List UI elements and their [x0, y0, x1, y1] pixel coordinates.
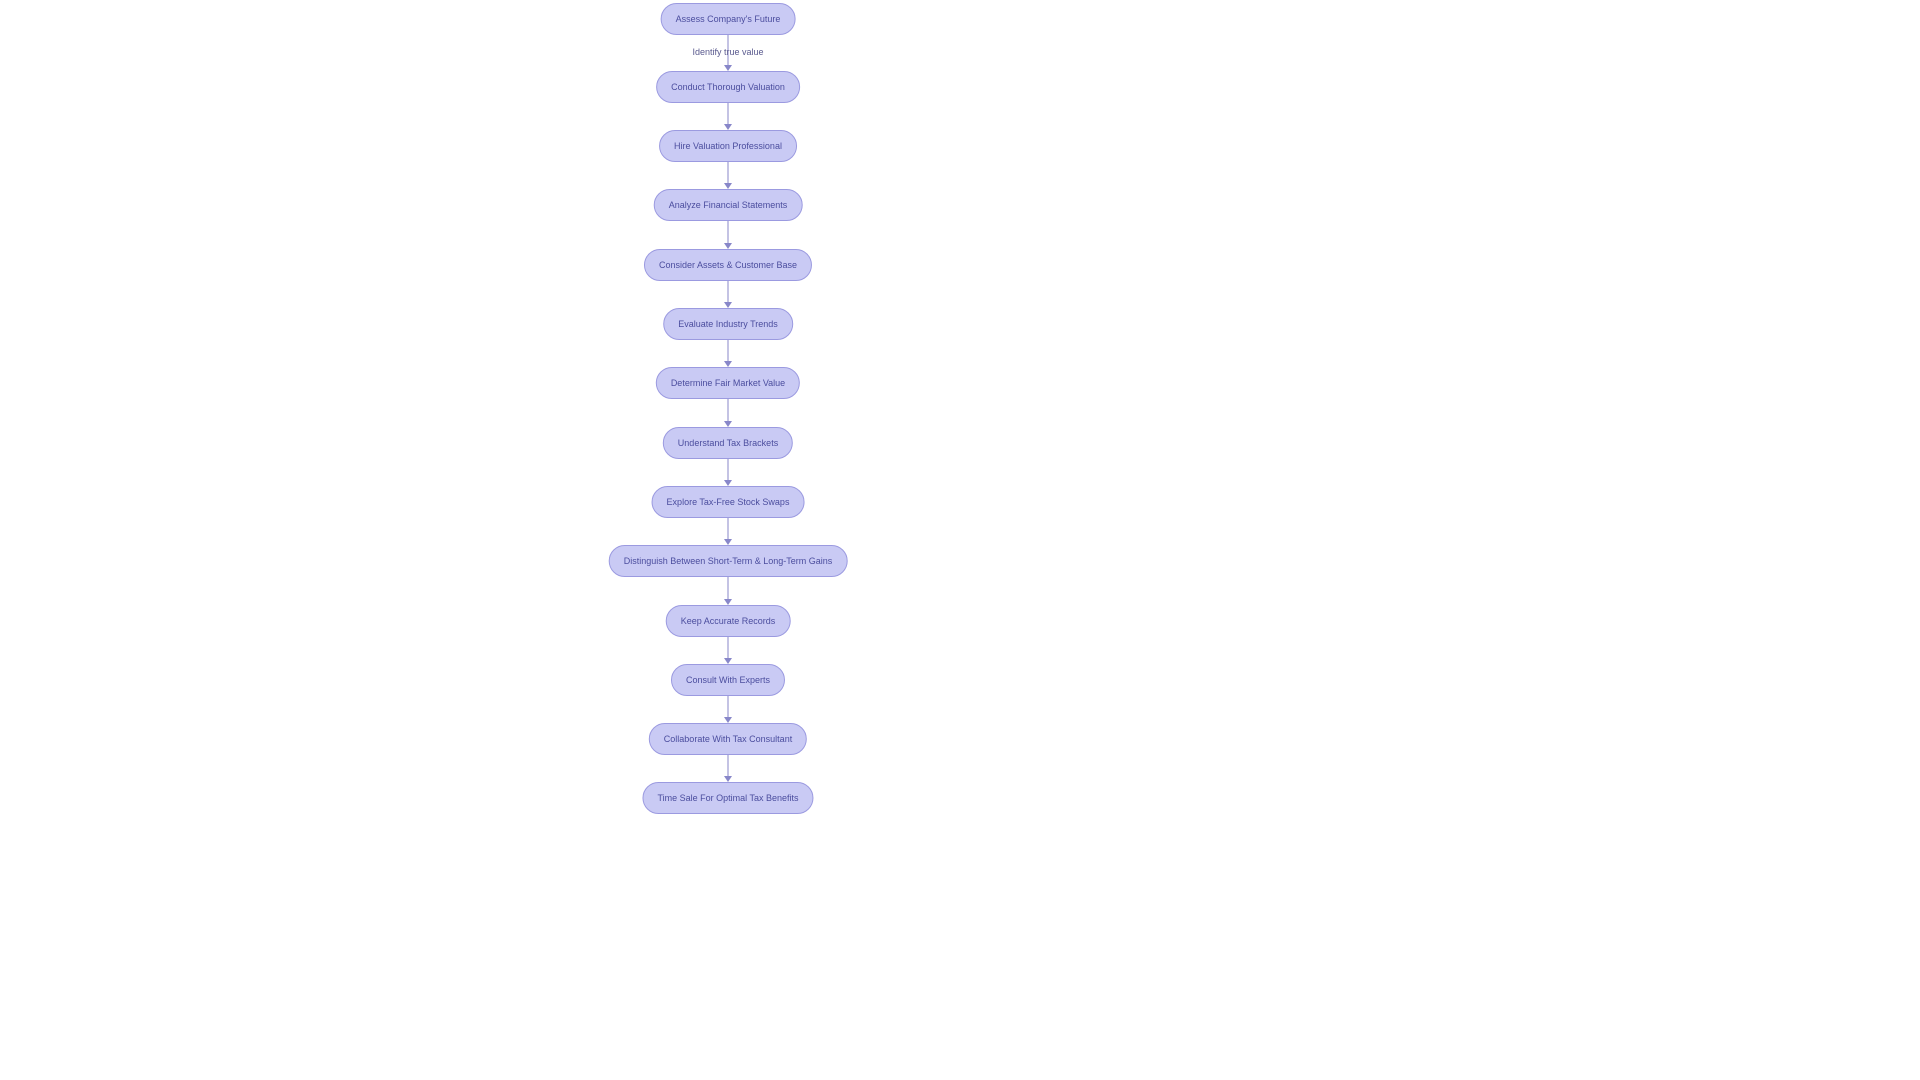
arrow-line: [728, 221, 729, 243]
arrow-line: [728, 459, 729, 480]
flow-node-n3[interactable]: Hire Valuation Professional: [659, 130, 797, 162]
flow-node-n8[interactable]: Understand Tax Brackets: [663, 427, 793, 459]
arrow-line: [728, 637, 729, 658]
arrow-line: [728, 399, 729, 421]
flow-node-n6[interactable]: Evaluate Industry Trends: [663, 308, 793, 340]
arrow-line: [728, 103, 729, 124]
flow-node-n14[interactable]: Time Sale For Optimal Tax Benefits: [642, 782, 813, 814]
flow-node-n7[interactable]: Determine Fair Market Value: [656, 367, 800, 399]
arrow-line: [728, 281, 729, 302]
flow-node-n2[interactable]: Conduct Thorough Valuation: [656, 71, 800, 103]
arrow-line: [728, 340, 729, 361]
arrow-line: [728, 518, 729, 539]
flow-node-n4[interactable]: Analyze Financial Statements: [654, 189, 803, 221]
flowchart-canvas: Identify true value Assess Company's Futu…: [0, 0, 1920, 1080]
flow-node-n11[interactable]: Keep Accurate Records: [666, 605, 791, 637]
arrow-line: [728, 696, 729, 717]
edge-label: Identify true value: [692, 47, 763, 57]
flow-node-n13[interactable]: Collaborate With Tax Consultant: [649, 723, 807, 755]
flow-node-n12[interactable]: Consult With Experts: [671, 664, 785, 696]
flow-node-n1[interactable]: Assess Company's Future: [661, 3, 796, 35]
arrow-line: [728, 577, 729, 599]
flow-node-n5[interactable]: Consider Assets & Customer Base: [644, 249, 812, 281]
arrow-line: [728, 162, 729, 183]
flow-node-n10[interactable]: Distinguish Between Short-Term & Long-Te…: [609, 545, 848, 577]
flow-node-n9[interactable]: Explore Tax-Free Stock Swaps: [652, 486, 805, 518]
arrow-line: [728, 755, 729, 776]
